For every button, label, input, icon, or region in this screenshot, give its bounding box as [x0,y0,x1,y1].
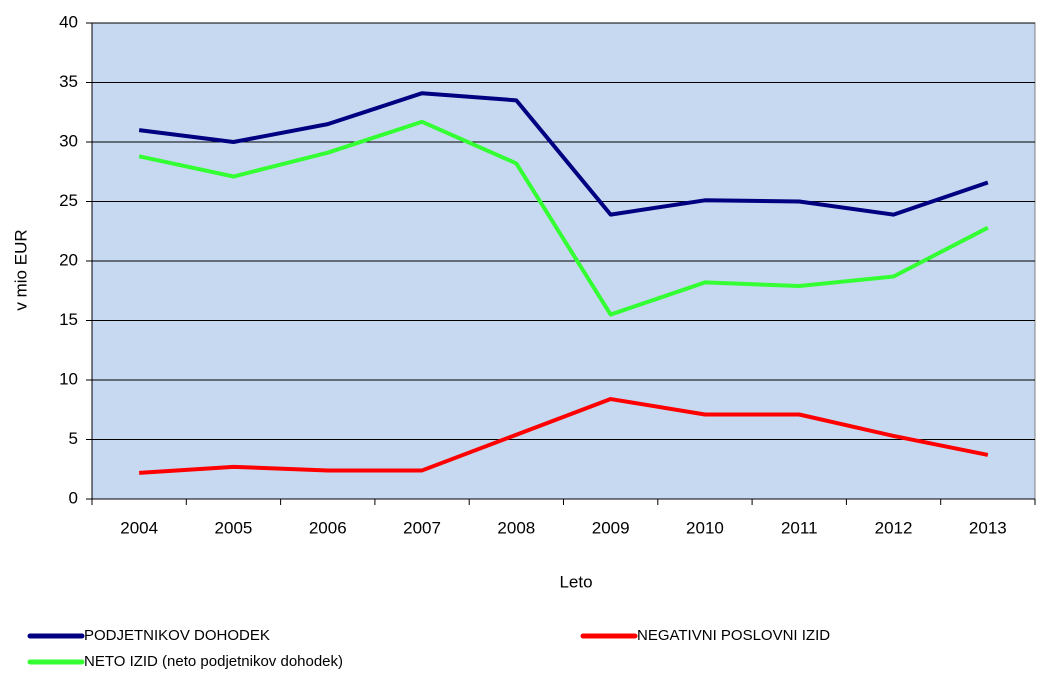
x-tick-label: 2007 [403,518,441,537]
series-line [139,397,989,475]
series-line [138,91,989,217]
x-axis-label: Leto [559,572,592,591]
y-tick-label: 10 [59,369,78,388]
legend-label: NETO IZID (neto podjetnikov dohodek) [84,653,343,670]
series-line [138,119,989,317]
legend-label: PODJETNIKOV DOHODEK [84,627,270,644]
x-tick-label: 2004 [120,518,158,537]
y-tick-label: 35 [59,72,78,91]
legend-label: NEGATIVNI POSLOVNI IZID [637,627,830,644]
x-tick-label: 2011 [781,518,818,537]
x-tick-label: 2009 [592,518,630,537]
y-tick-label: 30 [59,131,78,150]
y-tick-label: 15 [59,310,78,329]
x-tick-label: 2013 [969,518,1007,537]
x-tick-label: 2008 [497,518,535,537]
y-tick-label: 25 [59,191,78,210]
x-tick-label: 2010 [686,518,724,537]
y-tick-label: 5 [69,429,78,448]
y-tick-label: 0 [69,488,78,507]
y-tick-label: 20 [59,250,78,269]
y-tick-label: 40 [59,12,78,31]
x-tick-label: 2006 [309,518,347,537]
x-tick-label: 2012 [875,518,913,537]
x-tick-label: 2005 [215,518,253,537]
y-axis-label: v mio EUR [11,229,30,310]
